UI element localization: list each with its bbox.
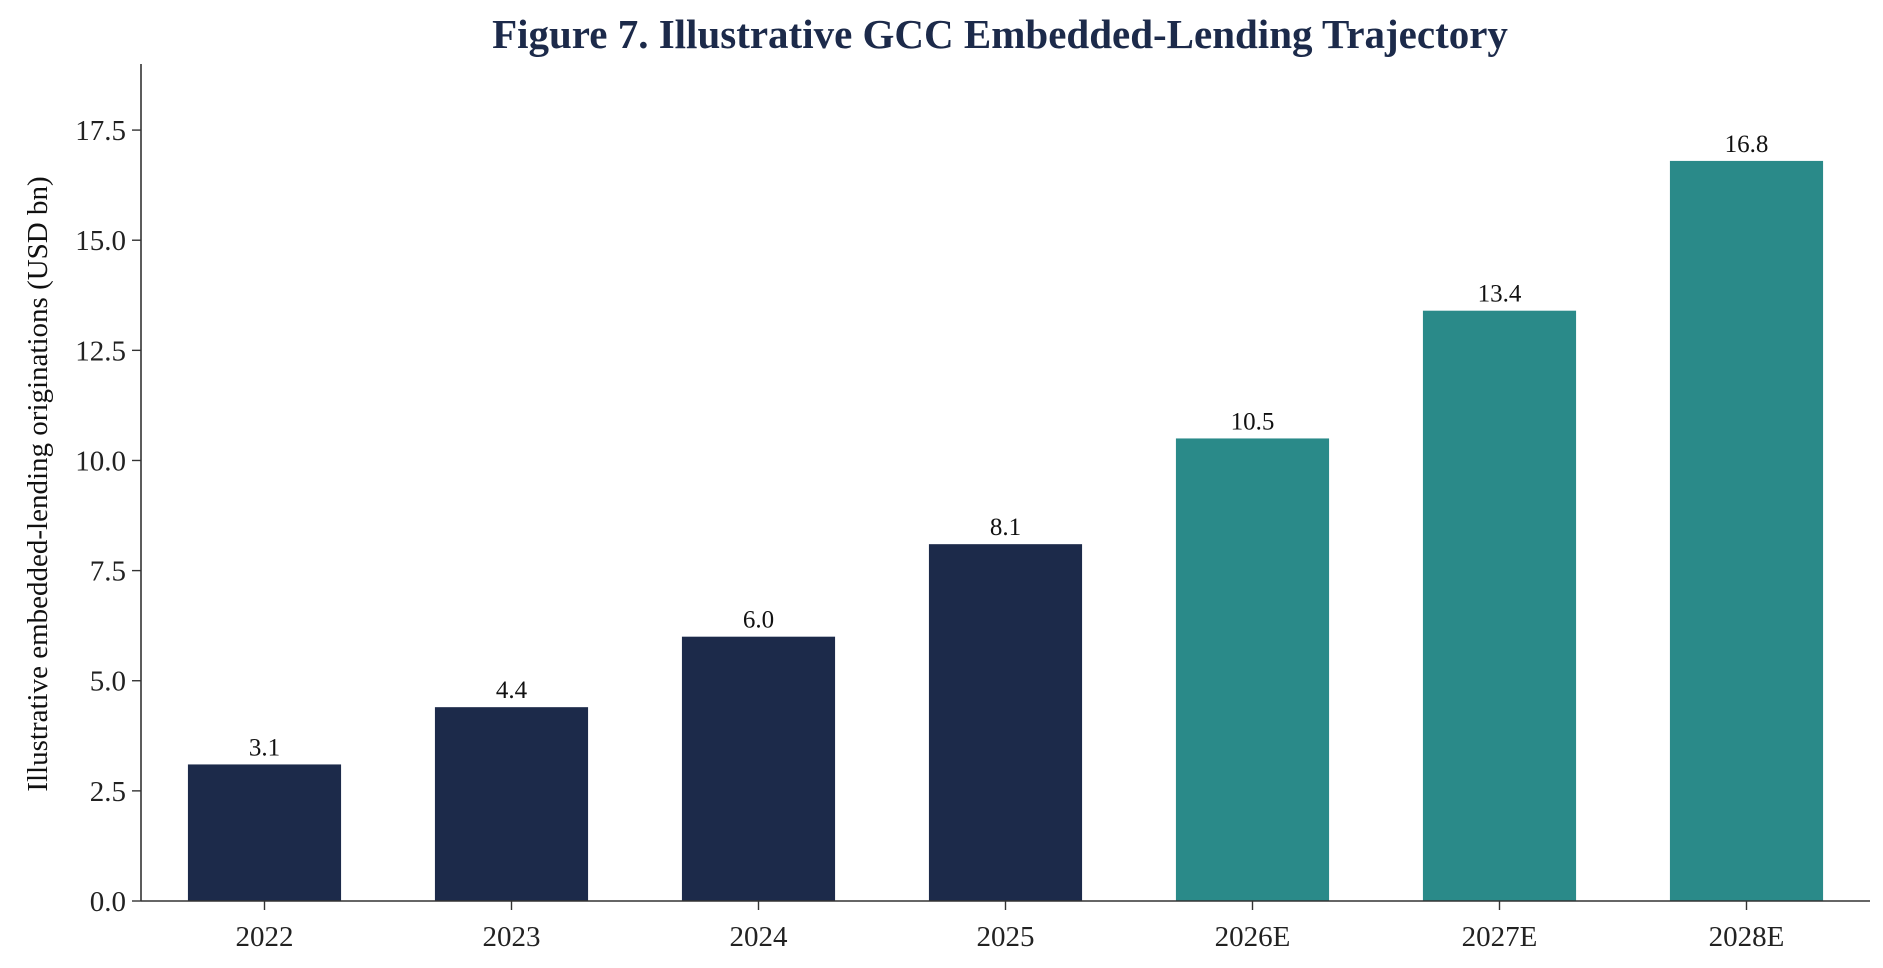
y-axis-ticks: 0.0 2.5 5.0 7.5 10.0 12.5 15.0 17.5	[75, 115, 141, 918]
x-tick-label: 2023	[483, 921, 541, 953]
y-tick-label: 7.5	[90, 556, 126, 588]
x-tick-label: 2024	[730, 921, 789, 953]
bar-2024	[681, 636, 836, 901]
y-tick-label: 2.5	[90, 776, 126, 808]
bar-2025	[928, 544, 1083, 901]
y-tick-label: 12.5	[75, 335, 126, 367]
x-tick-label: 2026E	[1215, 921, 1291, 953]
x-tick-label: 2022	[236, 921, 294, 953]
bar-value-labels: 3.1 4.4 6.0 8.1 10.5 13.4 16.8	[249, 131, 1769, 762]
y-tick-label: 17.5	[75, 115, 126, 147]
bar-2022	[187, 764, 342, 901]
bar-value-label: 4.4	[496, 677, 528, 704]
bar-value-label: 16.8	[1725, 131, 1769, 158]
y-tick-label: 15.0	[75, 225, 126, 257]
bar-value-label: 8.1	[990, 514, 1021, 541]
bar-value-label: 3.1	[249, 734, 280, 761]
bar-value-label: 13.4	[1478, 281, 1522, 308]
x-axis-ticks: 2022 2023 2024 2025 2026E 2027E 2028E	[236, 901, 1785, 953]
y-axis-label: Illustrative embedded-lending originatio…	[22, 176, 54, 791]
y-tick-label: 5.0	[90, 666, 126, 698]
y-tick-label: 0.0	[90, 886, 126, 918]
x-tick-label: 2025	[977, 921, 1035, 953]
x-tick-label: 2028E	[1709, 921, 1785, 953]
bar-value-label: 10.5	[1231, 408, 1275, 435]
bar-2028E	[1669, 160, 1824, 902]
bar-value-label: 6.0	[743, 607, 774, 634]
y-tick-label: 10.0	[75, 445, 126, 477]
bar-2026E	[1175, 438, 1330, 901]
chart-title: Figure 7. Illustrative GCC Embedded-Lend…	[492, 11, 1508, 57]
bar-2027E	[1422, 310, 1577, 902]
bar-2023	[434, 707, 589, 901]
bars	[187, 160, 1824, 902]
x-tick-label: 2027E	[1462, 921, 1538, 953]
